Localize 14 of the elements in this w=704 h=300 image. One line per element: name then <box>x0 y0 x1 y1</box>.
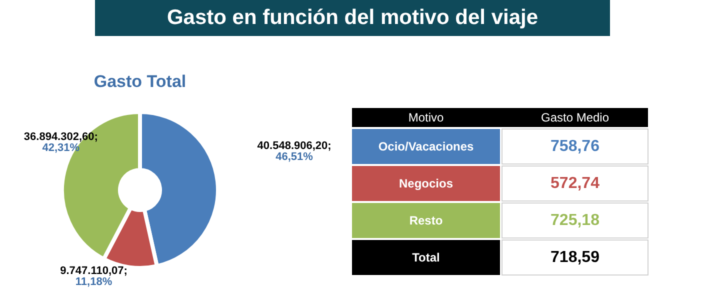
text: 725,18 <box>550 212 600 229</box>
text: Motivo <box>408 110 444 124</box>
text: 572,74 <box>550 175 600 192</box>
chart-subtitle: Gasto Total <box>94 72 186 91</box>
category-label: Total <box>412 250 440 264</box>
category-label: Negocios <box>398 176 454 190</box>
data-label: 40.548.906,20; 46,51% <box>257 140 332 164</box>
text: 718,59 <box>550 249 600 266</box>
data-label: 9.747.110,07; 11,18% <box>60 264 128 288</box>
text: 758,76 <box>550 138 600 155</box>
text: Gasto Medio <box>540 110 610 124</box>
category-label: Ocio/Vacaciones <box>378 140 474 154</box>
category-label: Resto <box>409 214 443 228</box>
chart-title: Gasto en función del motivo del viaje <box>95 0 610 36</box>
